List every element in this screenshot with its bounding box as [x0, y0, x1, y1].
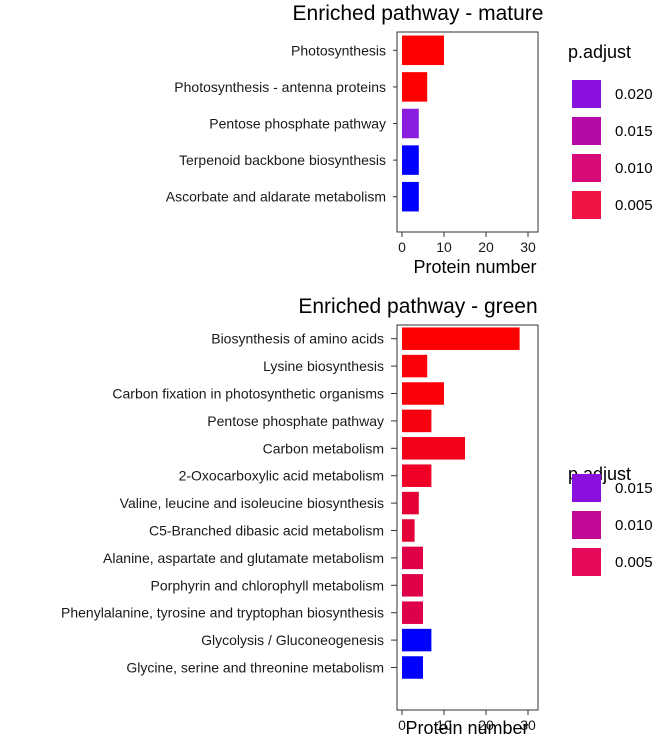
- category-label: Terpenoid backbone biosynthesis: [179, 152, 386, 168]
- legend-swatch: [572, 154, 601, 182]
- legend-swatch: [572, 117, 601, 145]
- category-label: Biosynthesis of amino acids: [211, 331, 384, 347]
- category-label: Carbon metabolism: [263, 440, 384, 456]
- x-tick-label: 20: [478, 239, 494, 255]
- category-label: C5-Branched dibasic acid metabolism: [149, 523, 384, 539]
- legend-swatch: [572, 80, 601, 108]
- chart-title: Enriched pathway - mature: [293, 2, 544, 25]
- category-label: 2-Oxocarboxylic acid metabolism: [179, 468, 384, 484]
- legend-label: 0.015: [615, 480, 653, 497]
- x-tick-label: 0: [398, 717, 406, 733]
- chart-mature: Enriched pathway - mature Photosynthesis…: [166, 2, 653, 277]
- x-tick-label: 10: [436, 717, 452, 733]
- legend-title: p.adjust: [568, 42, 631, 62]
- x-tick-label: 10: [436, 239, 452, 255]
- legend-label: 0.005: [615, 554, 653, 571]
- bar: [402, 327, 520, 350]
- category-label: Glycine, serine and threonine metabolism: [126, 660, 384, 676]
- legend-label: 0.005: [615, 197, 653, 214]
- x-tick-label: 0: [398, 239, 406, 255]
- category-label: Phenylalanine, tyrosine and tryptophan b…: [61, 605, 384, 621]
- legend-swatch: [572, 474, 601, 502]
- bar: [402, 519, 415, 542]
- bar: [402, 628, 432, 652]
- bar: [402, 656, 423, 679]
- category-label: Alanine, aspartate and glutamate metabol…: [103, 550, 384, 566]
- x-tick-label: 30: [520, 239, 536, 255]
- category-label: Photosynthesis - antenna proteins: [174, 79, 386, 95]
- category-label: Glycolysis / Gluconeogenesis: [201, 632, 384, 648]
- bar: [402, 35, 444, 66]
- bar: [402, 145, 419, 175]
- category-label: Photosynthesis: [291, 42, 386, 58]
- category-label: Pentose phosphate pathway: [207, 413, 384, 429]
- bar: [402, 72, 428, 102]
- bar: [402, 354, 428, 378]
- category-label: Pentose phosphate pathway: [209, 116, 386, 132]
- bar: [402, 601, 423, 624]
- bar: [402, 437, 465, 460]
- category-label: Porphyrin and chlorophyll metabolism: [151, 577, 384, 593]
- category-label: Ascorbate and aldarate metabolism: [166, 189, 386, 205]
- legend-swatch: [572, 191, 601, 219]
- bar: [402, 409, 432, 433]
- x-axis-label: Protein number: [413, 257, 536, 277]
- category-label: Carbon fixation in photosynthetic organi…: [112, 386, 384, 402]
- plot-panel: [396, 31, 539, 233]
- x-axis-label: Protein number: [405, 718, 528, 738]
- legend: p.adjust 0.020 0.015 0.010 0.005: [568, 42, 653, 219]
- x-tick-label: 20: [478, 717, 494, 733]
- bar: [402, 491, 419, 515]
- bar: [402, 464, 432, 487]
- chart-title: Enriched pathway - green: [298, 295, 537, 318]
- category-label: Valine, leucine and isoleucine biosynthe…: [120, 495, 384, 511]
- legend-swatch: [572, 511, 601, 539]
- bar: [402, 574, 423, 597]
- bar: [402, 108, 419, 139]
- legend-label: 0.010: [615, 517, 653, 534]
- legend-swatch: [572, 548, 601, 576]
- chart-green: Enriched pathway - green Biosynthesis of…: [61, 295, 653, 738]
- bar: [402, 546, 423, 570]
- legend-label: 0.015: [615, 123, 653, 140]
- category-label: Lysine biosynthesis: [263, 358, 384, 374]
- legend-label: 0.010: [615, 160, 653, 177]
- legend-label: 0.020: [615, 86, 653, 103]
- x-tick-label: 30: [520, 717, 536, 733]
- bar: [402, 382, 444, 405]
- bar: [402, 181, 419, 212]
